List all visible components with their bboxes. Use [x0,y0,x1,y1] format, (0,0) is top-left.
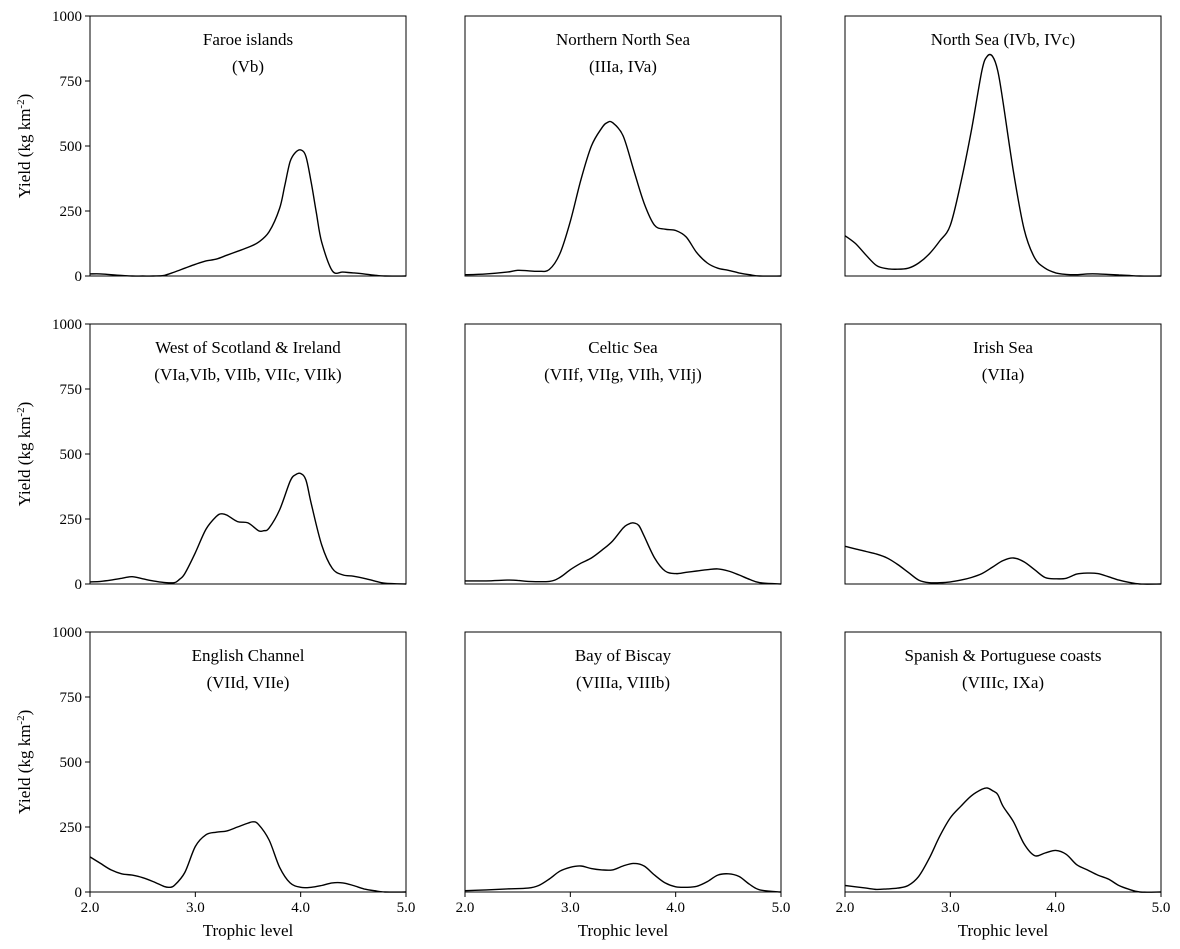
panel-subtitle: (Vb) [232,57,264,76]
yield-curve [844,545,1162,585]
x-tick-label: 4.0 [666,900,685,916]
panel-2: Northern North Sea (IIIa, IVa) [464,15,782,277]
plot-frame [89,15,407,277]
panel-title: Bay of Biscay [575,646,672,665]
x-tick-label: 2.0 [81,900,100,916]
panel-3: North Sea (IVb, IVc) [844,15,1162,277]
yield-curve [464,120,782,277]
plot-frame [464,15,782,277]
x-tick-label: 2.0 [456,900,475,916]
panel-7: English Channel (VIId, VIIe) 0 250 500 750 100… [15,625,415,940]
yield-curve [89,821,407,893]
y-tick-label: 500 [60,447,83,463]
panel-subtitle: (VIa,VIb, VIIb, VIIc, VIIk) [154,365,341,384]
y-tick-label: 250 [60,512,83,528]
plot-frame [89,631,407,893]
yield-curve [89,472,407,585]
yield-curve [464,522,782,585]
panel-subtitle: (IIIa, IVa) [589,57,657,76]
x-tick-label: 4.0 [291,900,310,916]
x-tick-label: 5.0 [772,900,791,916]
plot-frame [844,631,1162,893]
x-axis-label: Trophic level [578,921,669,940]
y-tick-label: 750 [60,382,83,398]
yield-curve [89,149,407,277]
panel-title: Irish Sea [973,338,1033,357]
yield-curve [844,53,1162,277]
y-axis-label: Yield (kg km-2) [15,94,34,199]
y-tick-label: 750 [60,74,83,90]
panel-subtitle: (VIIIa, VIIIb) [576,673,670,692]
y-tick-label: 0 [75,577,83,593]
x-tick-label: 3.0 [561,900,580,916]
y-tick-label: 1000 [52,317,82,333]
plot-frame [89,323,407,585]
x-tick-label: 5.0 [397,900,416,916]
panel-subtitle: (VIId, VIIe) [207,673,290,692]
y-tick-label: 250 [60,204,83,220]
panel-title: Northern North Sea [556,30,691,49]
x-tick-label: 2.0 [836,900,855,916]
y-tick-label: 500 [60,139,83,155]
panel-title: Spanish & Portuguese coasts [905,646,1102,665]
panel-subtitle: (VIIIc, IXa) [962,673,1044,692]
y-axis-label: Yield (kg km-2) [15,710,34,815]
x-axis-label: Trophic level [203,921,294,940]
panel-1: Faroe islands (Vb) 0 250 500 750 1000 Yield (kg… [15,9,407,285]
panel-5: Celtic Sea (VIIf, VIIg, VIIh, VIIj) [464,323,782,585]
yield-curve [464,862,782,893]
y-tick-label: 250 [60,820,83,836]
plot-frame [464,631,782,893]
plot-frame [844,15,1162,277]
x-axis-label: Trophic level [958,921,1049,940]
panel-8: Bay of Biscay (VIIIa, VIIIb) 2.0 3.0 4.0 5.0 T… [456,631,791,940]
panel-9: Spanish & Portuguese coasts (VIIIc, IXa) 2… [836,631,1171,940]
x-tick-label: 4.0 [1046,900,1065,916]
plot-frame [464,323,782,585]
y-axis-label: Yield (kg km-2) [15,402,34,507]
y-tick-label: 1000 [52,9,82,25]
panel-title: English Channel [192,646,305,665]
y-tick-label: 1000 [52,625,82,641]
panel-subtitle: (VIIa) [982,365,1024,384]
panel-title: West of Scotland & Ireland [155,338,341,357]
panel-title: North Sea (IVb, IVc) [931,30,1075,49]
panel-title: Celtic Sea [588,338,658,357]
plot-frame [844,323,1162,585]
y-tick-label: 500 [60,755,83,771]
y-tick-label: 0 [75,269,83,285]
panel-title: Faroe islands [203,30,293,49]
y-tick-label: 750 [60,690,83,706]
panel-4: West of Scotland & Ireland (VIa,VIb, VIIb… [15,317,407,593]
yield-curve [844,787,1162,893]
y-tick-label: 0 [75,885,83,901]
panel-subtitle: (VIIf, VIIg, VIIh, VIIj) [544,365,702,384]
panel-6: Irish Sea (VIIa) [844,323,1162,585]
x-tick-label: 3.0 [186,900,205,916]
x-tick-label: 3.0 [941,900,960,916]
x-tick-label: 5.0 [1152,900,1171,916]
